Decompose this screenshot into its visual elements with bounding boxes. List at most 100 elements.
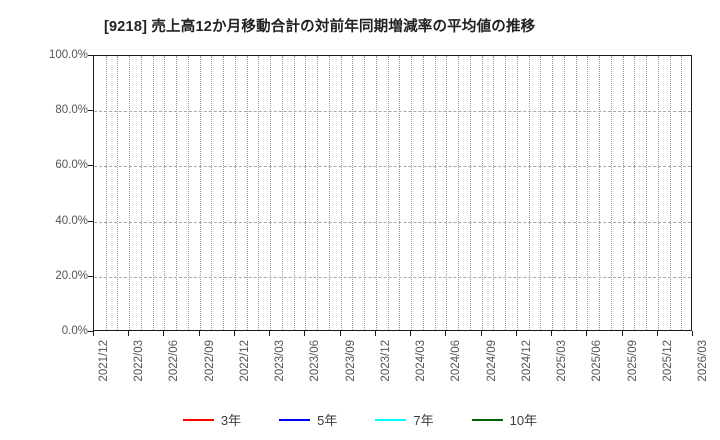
y-axis-tick-label: 20.0% [55,269,88,282]
legend-label: 10年 [509,413,538,428]
gridline-vertical [469,56,471,330]
x-axis-tick-mark [163,331,165,336]
x-axis-tick-mark [480,331,482,336]
chart-legend: 3年 5年 7年 10年 [0,410,720,429]
gridline-vertical [505,56,507,330]
x-axis-tick-mark [586,331,588,336]
legend-item[interactable]: 10年 [471,410,538,429]
gridline-vertical [681,56,683,330]
x-axis-tick-label: 2024/06 [450,340,463,382]
gridline-vertical [458,56,460,330]
gridline-vertical [152,56,154,330]
x-axis-tick-label: 2024/03 [415,340,428,382]
gridline-vertical [187,56,189,330]
x-axis-tick-mark [551,331,553,336]
legend-label: 7年 [413,413,434,428]
y-axis-tick-mark [88,55,93,56]
x-axis-tick-label: 2026/03 [697,340,709,382]
x-axis-tick-label: 2023/12 [379,340,392,382]
gridline-vertical [446,56,448,330]
gridline-vertical [317,56,319,330]
plot-area [93,55,692,331]
legend-swatch-icon [471,418,503,421]
gridline-vertical [375,56,377,330]
gridline-vertical [646,56,648,330]
x-axis-tick-label: 2022/06 [168,340,181,382]
gridline-vertical [387,56,389,330]
gridline-vertical [246,56,248,330]
legend-swatch-icon [279,418,311,421]
x-axis-tick-mark [128,331,130,336]
y-axis-tick-mark [88,165,93,167]
x-axis-tick-label: 2021/12 [98,340,110,382]
legend-item[interactable]: 3年 [182,410,241,429]
x-axis-tick-label: 2024/12 [520,340,533,382]
gridline-vertical [258,56,260,330]
gridline-vertical [117,56,119,330]
gridline-vertical [129,56,131,330]
gridline-vertical [575,56,577,330]
x-axis-tick-label: 2023/03 [274,340,287,382]
gridline-vertical [669,56,671,330]
gridline-vertical [293,56,295,330]
gridline-vertical [105,56,107,330]
y-axis-tick-mark [88,275,93,277]
gridline-vertical [234,56,236,330]
legend-item[interactable]: 7年 [375,410,434,429]
x-axis-tick-mark [621,331,623,336]
x-axis-tick-label: 2022/12 [238,340,251,382]
gridline-horizontal [94,111,691,113]
gridline-vertical [411,56,413,330]
legend-swatch-icon [375,418,407,421]
x-axis-tick-label: 2025/06 [591,340,604,382]
x-axis-tick-mark [692,331,693,336]
y-axis-tick-mark [88,331,93,332]
x-axis-tick-mark [374,331,376,336]
gridline-vertical [328,56,330,330]
legend-item[interactable]: 5年 [279,410,337,429]
x-axis-tick-label: 2023/09 [344,340,357,382]
x-axis-tick-label: 2025/09 [626,340,639,382]
x-axis-tick-mark [198,331,200,336]
x-axis-tick-mark [339,331,341,336]
gridline-vertical [281,56,283,330]
gridline-vertical [223,56,225,330]
x-axis-tick-label: 2022/03 [133,340,146,382]
gridline-vertical [176,56,178,330]
x-axis-tick-label: 2025/12 [661,340,674,382]
x-axis-tick-label: 2025/03 [556,340,569,382]
gridline-vertical [340,56,342,330]
x-axis-tick-mark [93,331,94,336]
gridline-vertical [622,56,624,330]
x-axis-tick-mark [269,331,271,336]
y-axis-tick-label: 60.0% [55,159,88,172]
gridline-vertical [481,56,483,330]
gridline-vertical [270,56,272,330]
gridline-vertical [528,56,530,330]
legend-label: 5年 [317,413,338,428]
y-axis-tick-label: 0.0% [61,325,88,337]
x-axis-tick-mark [410,331,412,336]
gridline-vertical [364,56,366,330]
gridline-vertical [199,56,201,330]
gridline-vertical [434,56,436,330]
gridline-vertical [599,56,601,330]
x-axis-tick-label: 2023/06 [309,340,322,382]
gridline-vertical [516,56,518,330]
x-axis-tick-label: 2024/09 [485,340,498,382]
gridline-vertical [352,56,354,330]
legend-swatch-icon [182,418,214,421]
gridline-vertical [399,56,401,330]
gridline-vertical [422,56,424,330]
gridline-horizontal [94,221,691,223]
gridline-vertical [211,56,213,330]
y-axis-tick-mark [88,110,93,112]
x-axis-tick-mark [656,331,658,336]
y-axis-tick-mark [88,220,93,222]
y-axis-tick-label: 100.0% [48,49,88,61]
gridline-vertical [305,56,307,330]
y-axis-tick-label: 80.0% [55,104,88,117]
x-axis-tick-mark [515,331,517,336]
gridline-vertical [140,56,142,330]
gridline-vertical [634,56,636,330]
